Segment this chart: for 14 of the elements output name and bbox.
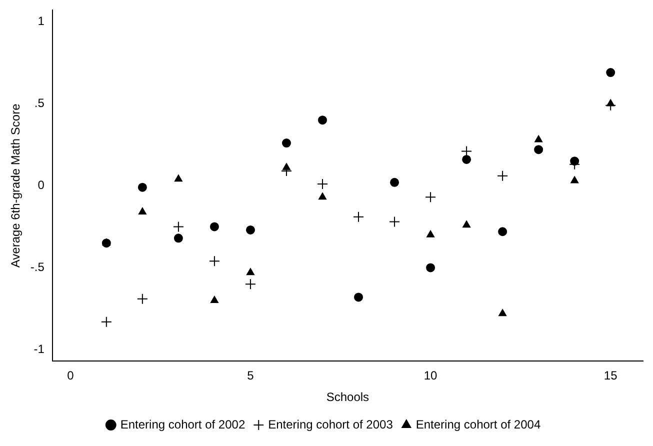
y-tick-label: 0 — [38, 178, 45, 192]
y-tick-label: 1 — [38, 14, 45, 28]
x-tick-label: 5 — [247, 368, 254, 383]
x-tick-label: 0 — [67, 368, 74, 383]
y-tick-label: .5 — [34, 96, 45, 110]
x-tick-label: 15 — [604, 368, 618, 383]
x-axis-title: Schools — [326, 390, 370, 404]
legend-label: Entering cohort of 2002 — [120, 417, 246, 432]
legend-label: Entering cohort of 2004 — [416, 417, 541, 432]
y-tick-label: -.5 — [30, 260, 45, 274]
x-tick-label: 10 — [424, 368, 438, 383]
legend-label: Entering cohort of 2003 — [268, 417, 394, 432]
y-axis-title: Average 6th-grade Math Score — [8, 103, 23, 268]
y-tick-label: -1 — [34, 342, 45, 356]
